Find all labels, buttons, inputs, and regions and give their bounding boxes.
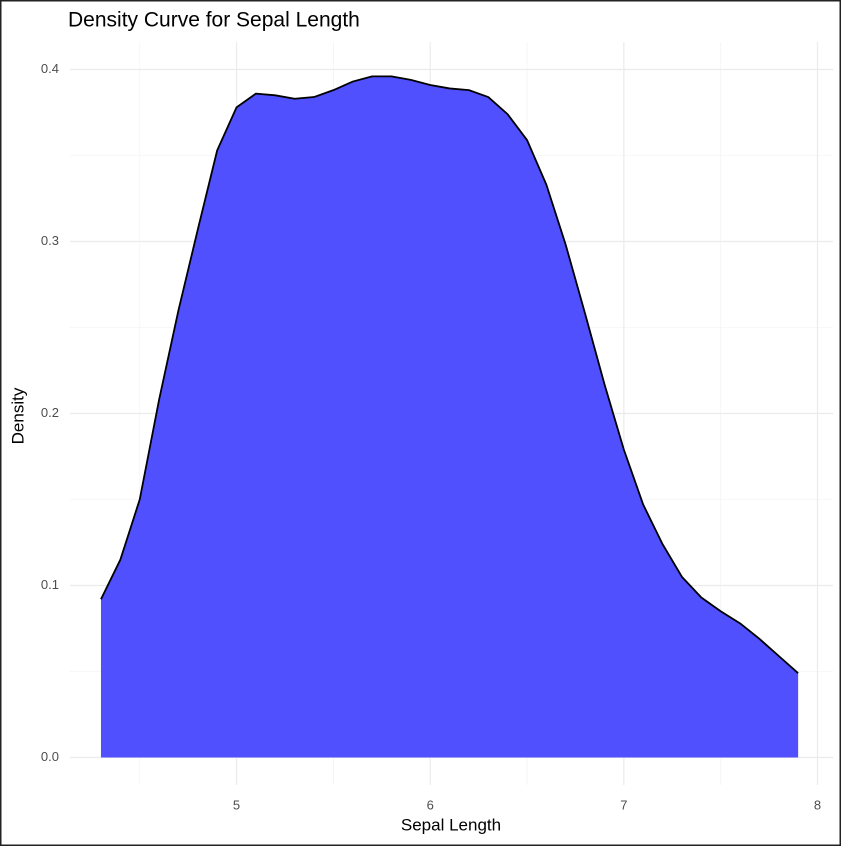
y-tick-label: 0.3 bbox=[41, 233, 59, 248]
density-area bbox=[100, 76, 799, 758]
plot bbox=[100, 75, 799, 758]
chart-title: Density Curve for Sepal Length bbox=[68, 9, 360, 32]
y-tick-label: 0.2 bbox=[41, 405, 59, 420]
density-line bbox=[100, 75, 799, 674]
x-tick-label: 7 bbox=[620, 797, 627, 812]
y-tick-label: 0.4 bbox=[41, 61, 59, 76]
y-axis-title: Density bbox=[8, 387, 27, 444]
x-tick-label: 6 bbox=[427, 797, 434, 812]
y-tick-label: 0.0 bbox=[41, 749, 59, 764]
x-tick-label: 5 bbox=[233, 797, 240, 812]
y-tick-label: 0.1 bbox=[41, 577, 59, 592]
x-tick-label: 8 bbox=[814, 797, 821, 812]
x-axis-title: Sepal Length bbox=[401, 815, 501, 834]
